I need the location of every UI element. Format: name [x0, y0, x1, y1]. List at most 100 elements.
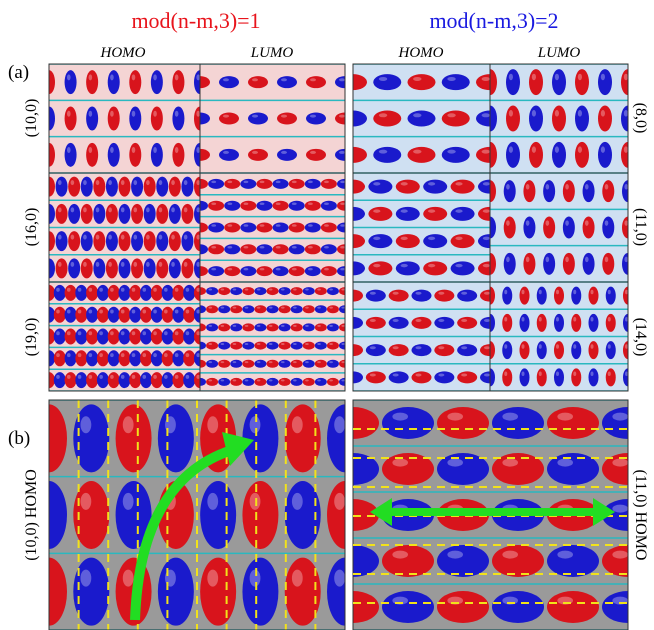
highlight	[164, 310, 168, 314]
orbital-lobe	[206, 305, 218, 313]
highlight	[121, 235, 125, 240]
orbital-lobe	[291, 305, 303, 313]
orbital-lobe	[423, 180, 447, 194]
orbital-lobe	[315, 287, 327, 295]
orbital-lobe	[108, 285, 120, 301]
orbital-lobe	[598, 106, 612, 132]
orbital-lobe	[206, 342, 218, 350]
highlight	[416, 346, 422, 349]
orbital-lobe	[327, 360, 339, 368]
orbital-panel	[192, 173, 353, 282]
highlight	[601, 110, 605, 117]
highlight	[373, 182, 380, 186]
orbital-lobe	[240, 179, 256, 189]
orbital-lobe	[108, 107, 120, 131]
orbital-lobe	[291, 342, 303, 350]
panel-label: (a)	[8, 62, 29, 83]
highlight	[45, 111, 49, 117]
orbital-lobe	[108, 329, 120, 345]
orbital-lobe	[412, 344, 432, 356]
orbital-lobe	[303, 287, 315, 295]
highlight	[99, 353, 103, 357]
orbital-panel	[194, 282, 351, 391]
highlight	[110, 147, 114, 153]
orbital-panel	[190, 64, 355, 173]
orbital-lobe	[305, 244, 321, 254]
highlight	[346, 209, 353, 213]
highlight	[196, 207, 200, 212]
highlight	[99, 310, 103, 314]
highlight	[133, 180, 137, 185]
orbital-lobe	[151, 372, 163, 388]
highlight	[276, 246, 281, 249]
orbital-lobe	[434, 290, 454, 302]
highlight	[482, 150, 490, 154]
orbital-lobe	[520, 314, 530, 332]
panels	[31, 64, 654, 630]
orbital-lobe	[543, 253, 555, 275]
orbital-lobe	[65, 70, 77, 94]
highlight	[269, 343, 273, 345]
column-header: HOMO	[100, 45, 146, 61]
highlight	[339, 78, 345, 81]
orbital-lobe	[289, 244, 305, 254]
highlight	[153, 331, 157, 335]
highlight	[89, 111, 93, 117]
highlight	[401, 182, 408, 186]
highlight	[227, 181, 232, 184]
highlight	[461, 292, 467, 295]
orbital-lobe	[119, 177, 131, 197]
orbital-lobe	[571, 287, 581, 305]
highlight	[208, 379, 212, 381]
orbital-lobe	[267, 360, 279, 368]
orbital-lobe	[242, 305, 254, 313]
orbital-lobe	[492, 545, 544, 577]
orbital-lobe	[119, 258, 131, 278]
row-label: (10,0)	[23, 99, 40, 138]
highlight	[556, 372, 559, 377]
orbital-lobe	[240, 244, 256, 254]
highlight	[132, 147, 136, 153]
highlight	[413, 77, 421, 81]
orbital-lobe	[306, 76, 326, 88]
highlight	[324, 202, 329, 205]
orbital-lobe	[240, 266, 256, 276]
orbital-lobe	[230, 342, 242, 350]
highlight	[110, 288, 114, 292]
orbital-lobe	[506, 69, 520, 95]
orbital-lobe	[254, 287, 266, 295]
highlight	[292, 181, 297, 184]
orbital-lobe	[457, 371, 477, 383]
highlight	[71, 235, 75, 240]
orbital-lobe	[327, 378, 339, 386]
orbital-lobe	[56, 231, 68, 251]
orbital-lobe	[181, 258, 193, 278]
orbital-lobe	[502, 368, 512, 386]
orbital-lobe	[382, 407, 434, 439]
orbital-lobe	[140, 307, 152, 323]
highlight	[121, 262, 125, 267]
orbital-lobe	[86, 372, 98, 388]
orbital-lobe	[571, 314, 581, 332]
orbital-lobe	[151, 285, 163, 301]
highlight	[83, 262, 87, 267]
orbital-lobe	[206, 323, 218, 331]
highlight	[96, 180, 100, 185]
highlight	[78, 288, 82, 292]
orbital-lobe	[230, 287, 242, 295]
highlight	[292, 268, 297, 271]
highlight	[341, 307, 345, 309]
orbital-lobe	[54, 285, 66, 301]
highlight	[447, 551, 463, 559]
orbital-lobe	[156, 204, 168, 224]
orbital-lobe	[108, 350, 120, 366]
highlight	[281, 325, 285, 327]
orbital-lobe	[583, 180, 595, 202]
highlight	[58, 207, 62, 212]
highlight	[89, 74, 93, 80]
highlight	[171, 235, 175, 240]
orbital-lobe	[502, 314, 512, 332]
highlight	[260, 202, 265, 205]
orbital-lobe	[218, 323, 230, 331]
highlight	[612, 505, 628, 513]
